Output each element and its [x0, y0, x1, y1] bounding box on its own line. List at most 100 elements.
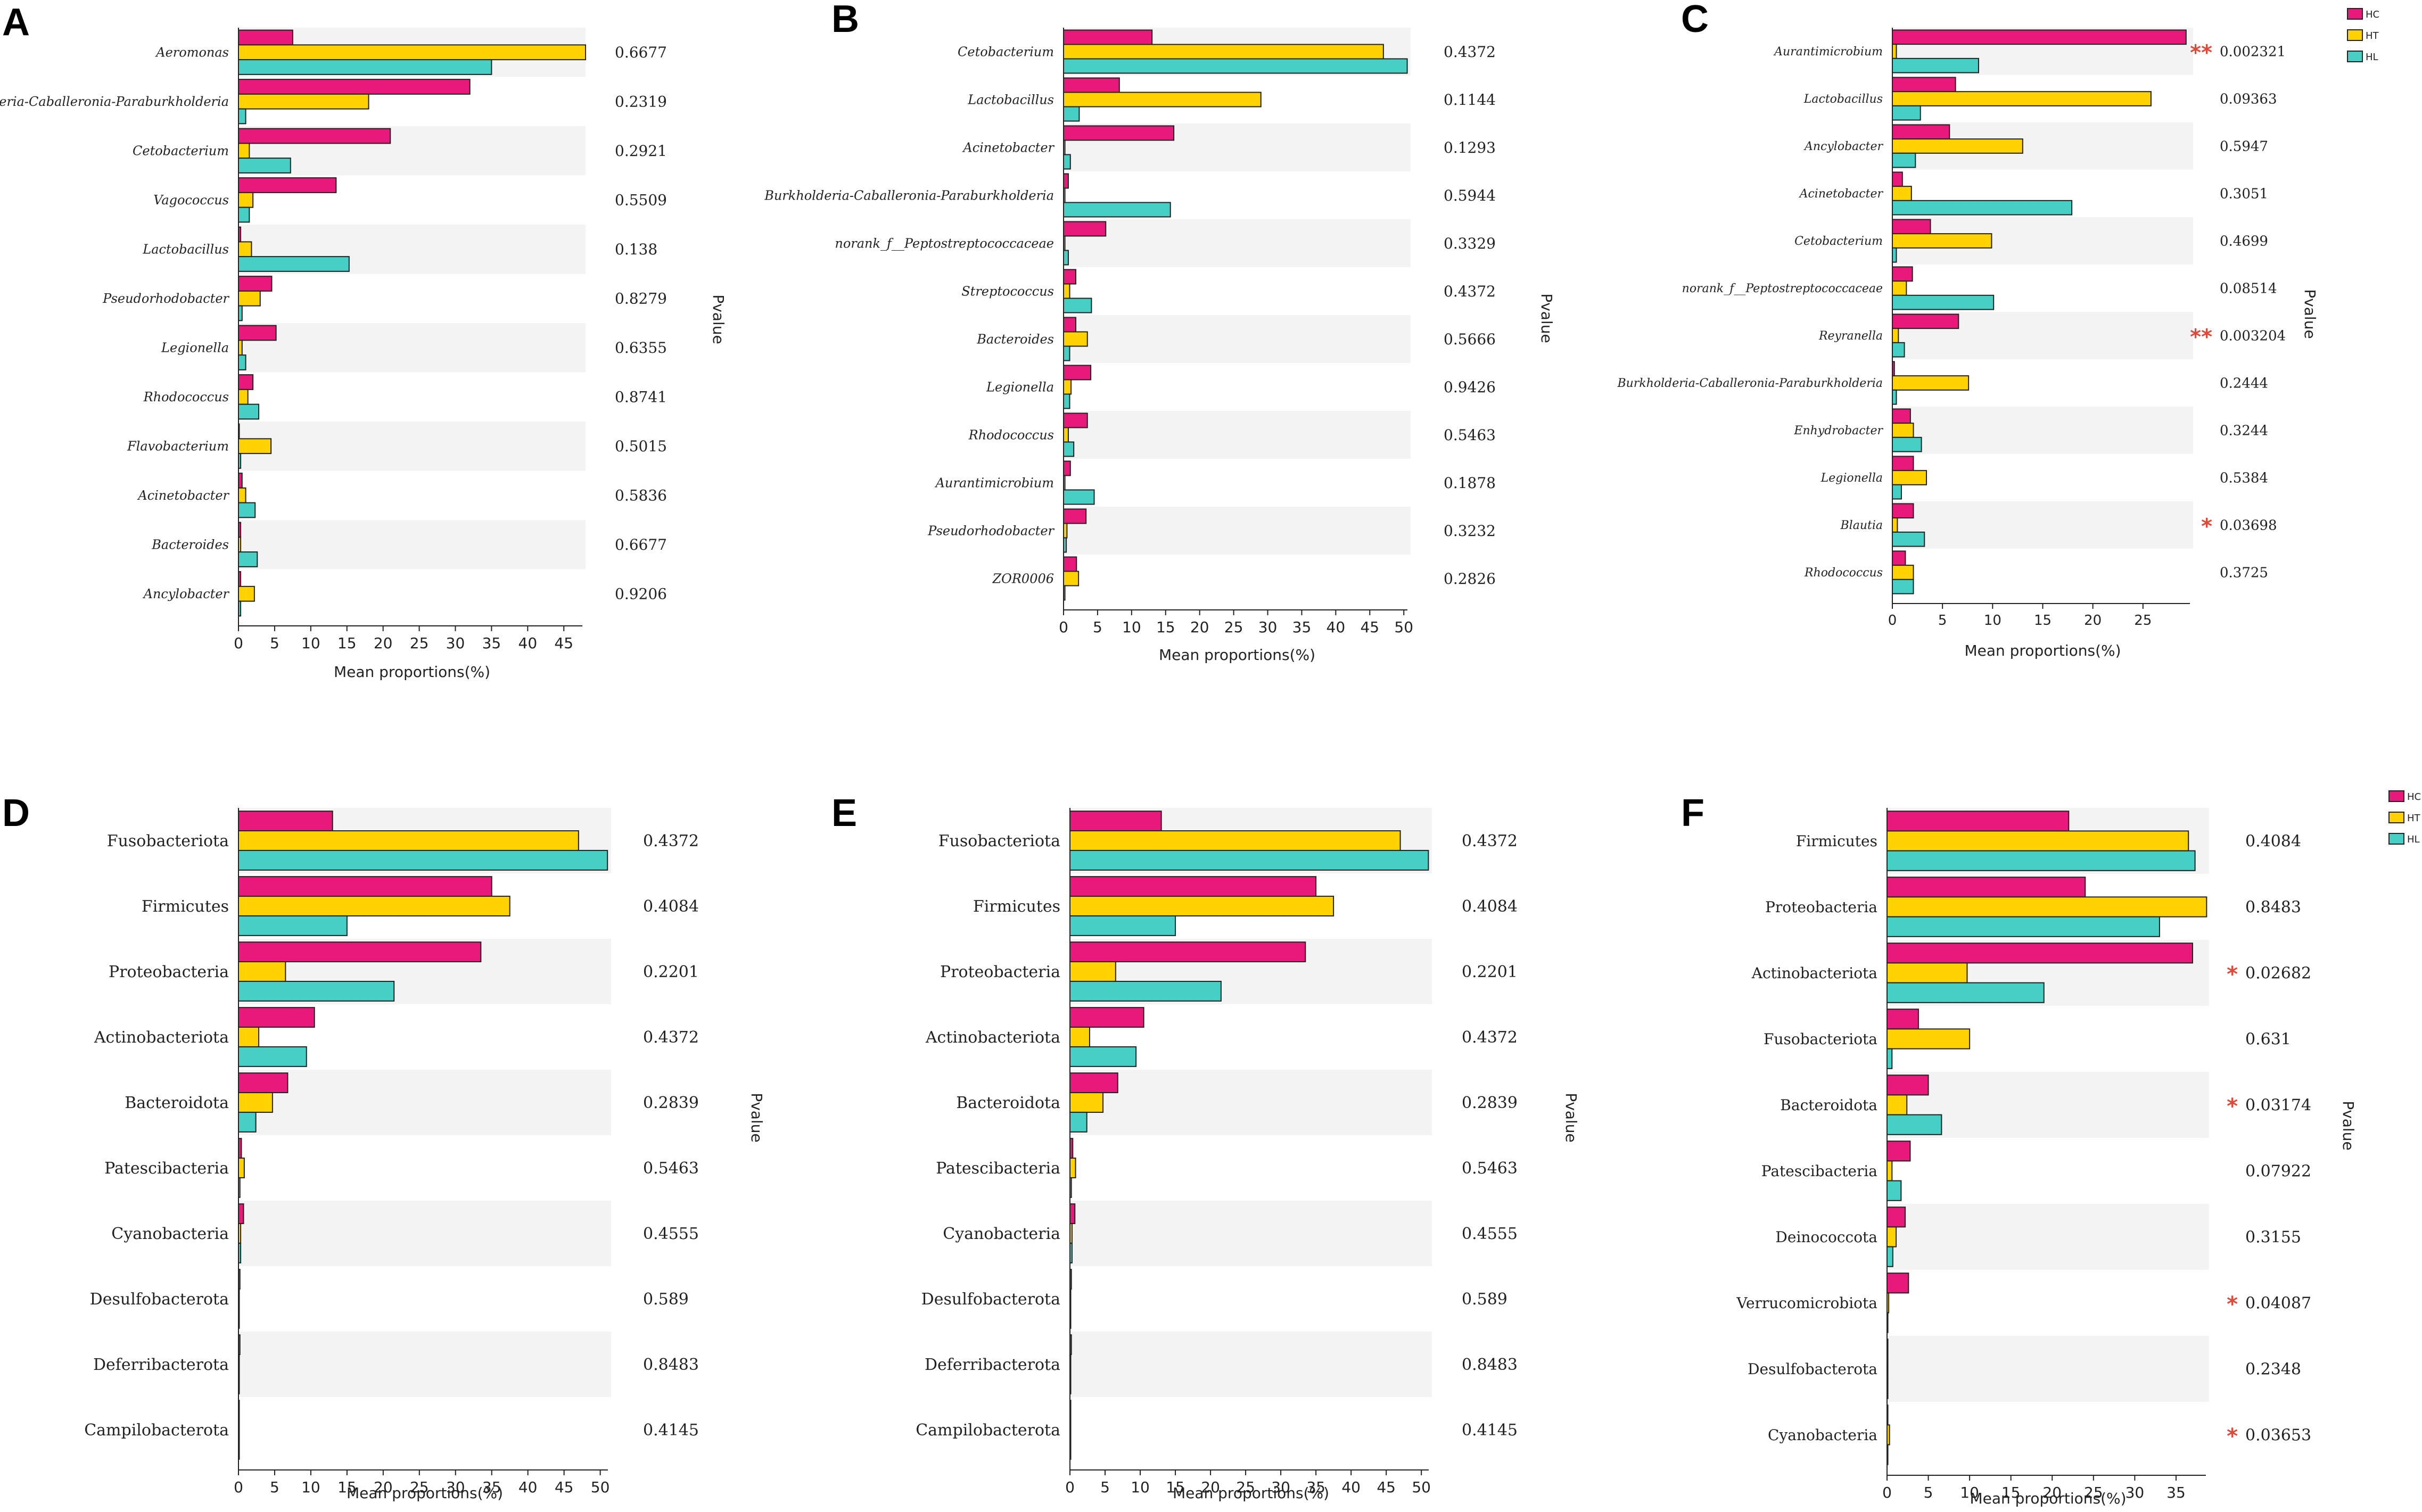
bar-hl — [1063, 393, 1070, 409]
bar-ht — [1886, 1094, 1908, 1116]
bar-ht — [1892, 138, 2023, 154]
category-label: Blautia — [1840, 519, 1883, 532]
legend-swatch-hl — [2388, 833, 2404, 845]
bar-hc — [1892, 503, 1914, 519]
panel-C: C Aurantimicrobium 0.002321 ** Lactobacillu… — [1617, 0, 2380, 659]
panel-B: B Cetobacterium 0.4372 Lactobacillus 0.1144… — [764, 0, 1555, 664]
category-label: Enhydrobacter — [1793, 424, 1883, 437]
bar-hl — [238, 206, 250, 223]
x-tick-label: 10 — [1122, 618, 1141, 636]
row-band — [1892, 501, 2193, 549]
bar-hc — [1063, 556, 1077, 572]
bar-hl — [238, 915, 348, 936]
significance-marker: * — [2201, 515, 2212, 539]
category-label: Burkholderia-Caballeronia-Paraburkholder… — [0, 94, 229, 109]
bar-ht — [1886, 830, 2189, 852]
p-value: 0.4555 — [643, 1225, 699, 1243]
p-value: 0.5666 — [1444, 331, 1496, 348]
category-label: Fusobacteriota — [938, 832, 1060, 850]
p-value: 0.6677 — [615, 44, 667, 61]
category-label: Burkholderia-Caballeronia-Paraburkholder… — [1617, 377, 1883, 390]
bar-ht — [238, 585, 255, 602]
panel-A: A Aeromonas 0.6677 Burkholderia-Caballeron… — [0, 1, 727, 681]
bar-hc — [238, 876, 492, 897]
p-value: 0.3725 — [2220, 565, 2268, 581]
bar-hl — [1069, 1111, 1088, 1133]
bar-hc — [238, 177, 337, 193]
x-tick-label: 5 — [270, 1478, 279, 1496]
x-tick-label: 0 — [1888, 613, 1897, 629]
bar-hl — [1063, 298, 1092, 313]
x-tick-label: 20 — [2042, 1484, 2062, 1501]
bar-ht — [238, 438, 272, 455]
bar-ht — [1886, 896, 2207, 918]
x-tick-label: 35 — [482, 634, 501, 652]
x-tick-label: 10 — [301, 634, 320, 652]
bar-hc — [238, 29, 293, 46]
category-label: Aeromonas — [155, 45, 229, 60]
category-label: Rhodococcus — [143, 390, 229, 404]
bar-hc — [1886, 1141, 1911, 1162]
legend-label-ht: HT — [2407, 813, 2421, 824]
bar-ht — [238, 1158, 245, 1178]
bar-ht — [238, 1092, 273, 1113]
p-value: 0.8279 — [615, 290, 667, 308]
category-label: Acinetobacter — [137, 488, 229, 503]
category-label: Cyanobacteria — [1768, 1426, 1877, 1444]
bar-hl — [238, 305, 243, 321]
category-label: Legionella — [1820, 472, 1883, 485]
pvalue-axis-title: Pvalue — [2339, 1101, 2357, 1150]
category-label: Cetobacterium — [958, 44, 1054, 59]
row-band — [1070, 1070, 1432, 1135]
legend-swatch-ht — [2388, 812, 2404, 823]
category-label: Burkholderia-Caballeronia-Paraburkholder… — [764, 188, 1054, 203]
p-value: 0.8483 — [2245, 898, 2301, 917]
bar-hc — [1063, 221, 1107, 237]
panel-label-b: B — [831, 0, 859, 40]
p-value: 0.1293 — [1444, 139, 1496, 156]
p-value: 0.5944 — [1444, 187, 1496, 204]
p-value: 0.5463 — [643, 1159, 699, 1178]
p-value: 0.8483 — [643, 1356, 699, 1374]
x-tick-label: 40 — [1341, 1478, 1361, 1496]
bar-hc — [1886, 943, 2193, 964]
p-value: 0.2839 — [643, 1094, 699, 1112]
p-value: 0.9206 — [615, 585, 667, 603]
p-value: 0.4555 — [1462, 1225, 1518, 1243]
p-value: 0.6355 — [615, 339, 667, 357]
x-tick-label: 0 — [1065, 1478, 1075, 1496]
bar-ht — [1069, 830, 1401, 851]
p-value: 0.9426 — [1444, 378, 1496, 396]
category-label: Reyranella — [1818, 329, 1883, 343]
bar-hl — [238, 1046, 307, 1067]
bar-ht — [1892, 186, 1912, 201]
bar-hc — [1886, 1273, 1909, 1294]
bar-hl — [238, 354, 246, 370]
p-value: 0.4145 — [1462, 1421, 1518, 1440]
x-tick-label: 20 — [374, 1478, 393, 1496]
bar-hl — [1063, 441, 1075, 457]
category-label: Verrucomicrobiota — [1736, 1294, 1877, 1312]
bar-hc — [1063, 173, 1069, 189]
x-tick-label: 30 — [446, 634, 465, 652]
p-value: 0.5384 — [2220, 470, 2268, 486]
bar-ht — [1069, 961, 1116, 982]
bar-hc — [1892, 124, 1950, 140]
bar-hl — [1063, 345, 1070, 361]
p-value: 0.04087 — [2245, 1294, 2311, 1313]
bar-ht — [1886, 962, 1968, 984]
bar-hl — [238, 256, 350, 272]
bar-hc — [1892, 550, 1906, 566]
x-tick-label: 35 — [2166, 1484, 2186, 1501]
bar-hc — [238, 941, 482, 963]
bar-ht — [238, 192, 254, 208]
bar-hc — [238, 811, 333, 832]
category-label: Cetobacterium — [1794, 235, 1883, 248]
bar-ht — [1063, 331, 1088, 347]
x-tick-label: 15 — [2001, 1484, 2021, 1501]
bar-hc — [238, 128, 391, 144]
row-band — [238, 1201, 611, 1266]
bar-ht — [1069, 1027, 1090, 1047]
bar-hl — [1886, 850, 2196, 871]
bar-ht — [1886, 1226, 1897, 1247]
